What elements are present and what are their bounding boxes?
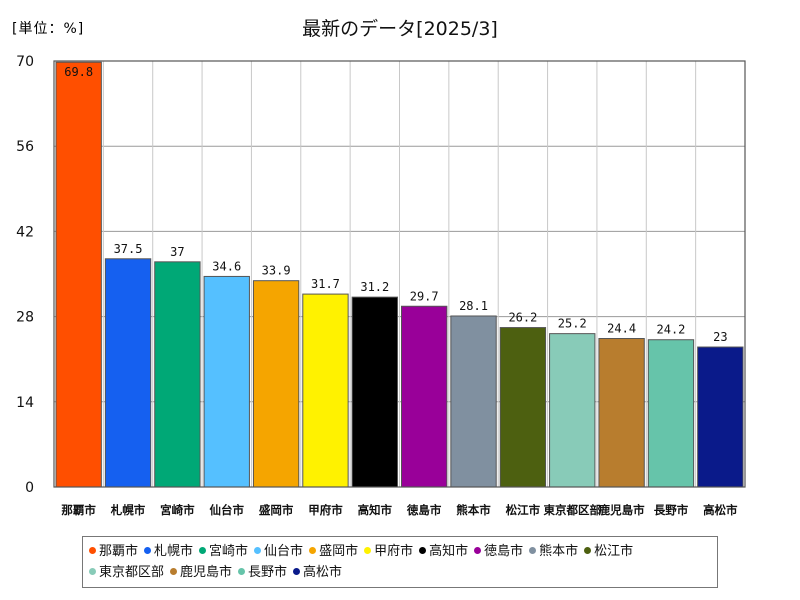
legend-item: 宮崎市 bbox=[199, 541, 248, 562]
x-tick-label: 高松市 bbox=[703, 503, 738, 517]
legend-swatch bbox=[584, 547, 592, 554]
bar bbox=[499, 327, 547, 488]
legend-label: 盛岡市 bbox=[319, 544, 359, 559]
legend-swatch bbox=[254, 547, 262, 554]
legend-swatch bbox=[89, 547, 96, 554]
legend-label: 鹿児島市 bbox=[180, 565, 233, 580]
legend-swatch bbox=[364, 547, 372, 554]
legend-label: 那覇市 bbox=[99, 544, 139, 559]
legend-swatch bbox=[238, 568, 246, 575]
legend-swatch bbox=[474, 547, 482, 554]
legend-swatch bbox=[419, 547, 427, 554]
legend-swatch bbox=[170, 568, 178, 575]
bar bbox=[203, 275, 250, 488]
bar bbox=[252, 280, 300, 488]
legend-item: 東京都区部 bbox=[89, 562, 164, 583]
legend-item: 甲府市 bbox=[364, 541, 413, 562]
legend-item: 長野市 bbox=[238, 562, 287, 583]
data-label: 37 bbox=[170, 245, 184, 259]
bar bbox=[104, 258, 152, 488]
x-tick-label: 札幌市 bbox=[110, 503, 146, 517]
bar bbox=[697, 346, 744, 488]
bar bbox=[351, 296, 398, 488]
x-tick-label: 盛岡市 bbox=[259, 503, 294, 517]
legend-label: 甲府市 bbox=[374, 544, 414, 559]
data-label: 31.2 bbox=[360, 280, 389, 294]
y-tick-label: 0 bbox=[25, 480, 34, 496]
data-label: 31.7 bbox=[311, 277, 340, 291]
chart-title: 最新のデータ[2025/3] bbox=[302, 18, 498, 40]
legend-item: 松江市 bbox=[584, 541, 633, 562]
x-tick-label: 松江市 bbox=[506, 503, 541, 517]
legend-item: 仙台市 bbox=[254, 541, 303, 562]
y-tick-label: 56 bbox=[16, 139, 34, 155]
x-tick-label: 那覇市 bbox=[61, 503, 96, 517]
x-tick-label: 高知市 bbox=[358, 503, 393, 517]
legend-swatch bbox=[309, 547, 317, 554]
legend-label: 高知市 bbox=[429, 544, 469, 559]
unit-label: [単位：%] bbox=[12, 21, 85, 37]
data-label: 26.2 bbox=[508, 311, 537, 325]
data-label: 28.1 bbox=[459, 299, 488, 313]
legend-label: 高松市 bbox=[303, 565, 343, 580]
legend-label: 東京都区部 bbox=[99, 565, 165, 580]
bar bbox=[401, 305, 448, 488]
data-label: 29.7 bbox=[410, 289, 439, 303]
legend-item: 高知市 bbox=[419, 541, 468, 562]
y-tick-label: 70 bbox=[16, 54, 34, 70]
legend-swatch bbox=[293, 568, 301, 575]
x-tick-label: 徳島市 bbox=[406, 503, 442, 517]
bar-chart: 0 14 28 42 56 70 69.8 那覇市 37.5 札幌市 37 宮崎市 34.6 仙台市 33.… bbox=[16, 54, 746, 517]
y-tick-label: 28 bbox=[16, 310, 34, 326]
legend-item: 高松市 bbox=[293, 562, 342, 583]
legend-swatch bbox=[529, 547, 537, 554]
bar bbox=[549, 333, 596, 488]
legend-item: 盛岡市 bbox=[309, 541, 358, 562]
data-label: 24.2 bbox=[657, 323, 686, 337]
plot-border bbox=[53, 60, 746, 488]
bar bbox=[55, 61, 102, 488]
legend-label: 札幌市 bbox=[154, 544, 194, 559]
data-label: 23 bbox=[713, 330, 727, 344]
bar bbox=[647, 339, 695, 488]
legend-swatch bbox=[89, 568, 96, 575]
legend-item: 鹿児島市 bbox=[170, 562, 232, 583]
data-label: 33.9 bbox=[262, 264, 291, 278]
legend-label: 仙台市 bbox=[264, 544, 304, 559]
legend-label: 徳島市 bbox=[484, 544, 524, 559]
legend-label: 長野市 bbox=[248, 565, 288, 580]
legend-item: 那覇市 bbox=[89, 541, 138, 562]
bar bbox=[154, 261, 201, 488]
x-tick-label: 熊本市 bbox=[456, 503, 491, 517]
x-tick-label: 宮崎市 bbox=[160, 503, 195, 517]
legend-label: 松江市 bbox=[594, 544, 634, 559]
data-label: 24.4 bbox=[607, 322, 636, 336]
data-label: 25.2 bbox=[558, 317, 587, 331]
x-tick-label: 鹿児島市 bbox=[599, 503, 645, 517]
x-tick-label: 東京都区部 bbox=[544, 503, 602, 517]
legend-item: 熊本市 bbox=[529, 541, 578, 562]
legend-swatch bbox=[199, 547, 207, 554]
y-tick-label: 14 bbox=[16, 395, 34, 411]
bar bbox=[598, 338, 645, 488]
legend: 那覇市 札幌市 宮崎市 仙台市 盛岡市 甲府市 高知市 徳島市 熊本市 松江市東京都区部 鹿児島市長… bbox=[82, 536, 718, 588]
bar bbox=[302, 293, 349, 488]
data-label: 34.6 bbox=[212, 259, 241, 273]
x-tick-label: 甲府市 bbox=[308, 503, 343, 517]
y-tick-label: 42 bbox=[16, 224, 34, 240]
legend-label: 熊本市 bbox=[539, 544, 579, 559]
legend-label: 宮崎市 bbox=[209, 544, 249, 559]
legend-swatch bbox=[144, 547, 152, 554]
x-tick-label: 長野市 bbox=[654, 503, 689, 517]
data-label: 69.8 bbox=[64, 65, 93, 79]
data-label: 37.5 bbox=[114, 242, 143, 256]
bar bbox=[450, 315, 497, 488]
legend-item: 札幌市 bbox=[144, 541, 193, 562]
legend-item: 徳島市 bbox=[474, 541, 523, 562]
x-tick-label: 仙台市 bbox=[210, 503, 245, 517]
